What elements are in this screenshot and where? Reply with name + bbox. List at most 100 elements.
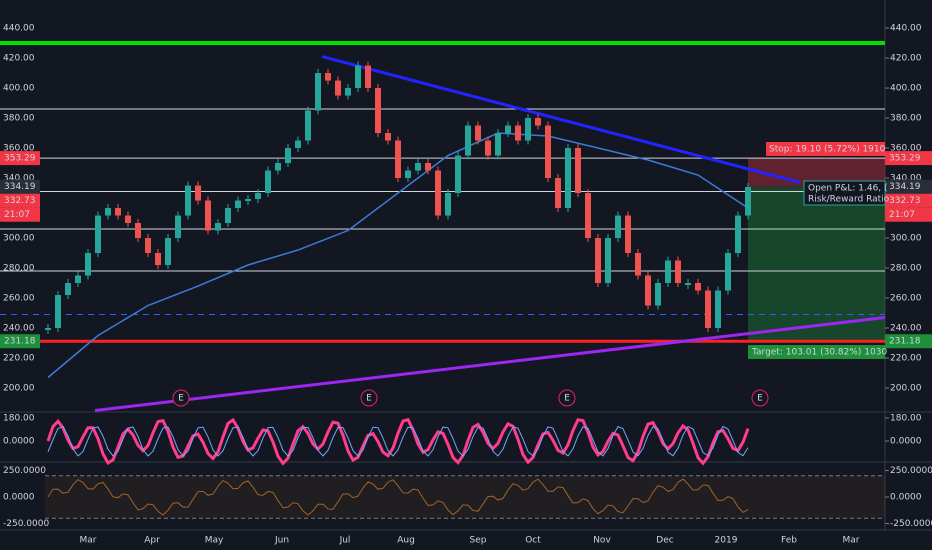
y-tick-label: 0.0000 <box>3 493 35 503</box>
y-tick-label: 200.00 <box>890 384 922 394</box>
stop-label: Stop: 19.10 (5.72%) 1910 <box>769 145 886 155</box>
candle <box>295 140 301 149</box>
candle <box>625 215 631 254</box>
oscillator-line <box>46 417 750 466</box>
x-tick-label: Dec <box>656 536 673 546</box>
y-tick-label: 440.00 <box>890 24 922 34</box>
trend-line <box>321 55 801 184</box>
y-tick-label: 220.00 <box>3 354 35 364</box>
candle <box>325 73 331 81</box>
price-tag-label: 332.73 <box>4 196 36 206</box>
candle <box>95 215 101 254</box>
candle <box>665 260 671 284</box>
candle <box>115 208 121 216</box>
candle <box>125 215 131 224</box>
candle <box>345 88 351 96</box>
y-tick-label: 400.00 <box>3 84 35 94</box>
candle <box>445 193 451 216</box>
candle <box>215 223 221 231</box>
candle <box>555 178 561 209</box>
stop-label-box <box>766 142 885 156</box>
candle <box>585 193 591 239</box>
candle <box>145 238 151 254</box>
x-tick-label: Feb <box>781 536 797 546</box>
candle <box>685 283 691 286</box>
price-tag-label: 334.19 <box>889 182 921 192</box>
trend-line <box>94 316 886 412</box>
candle <box>395 140 401 179</box>
target-zone <box>748 186 885 342</box>
candle <box>645 275 651 306</box>
candle <box>135 223 141 239</box>
candle <box>655 283 661 306</box>
price-tag <box>0 334 40 349</box>
y-tick-label: 340.00 <box>890 174 922 184</box>
candle <box>735 215 741 254</box>
earnings-marker <box>558 389 576 407</box>
price-tag <box>0 179 40 194</box>
candle <box>425 163 431 171</box>
candle <box>225 208 231 224</box>
price-tag-label: 21:07 <box>889 210 915 220</box>
earnings-marker <box>172 389 190 407</box>
candle <box>245 199 251 202</box>
earnings-label: E <box>366 394 372 404</box>
target-label-box <box>748 345 885 359</box>
candle <box>195 185 201 201</box>
candle <box>255 193 261 200</box>
price-tag-label: 334.19 <box>4 182 36 192</box>
candle <box>745 187 751 216</box>
y-tick-label: 180.00 <box>890 413 922 423</box>
x-tick-label: Aug <box>397 536 415 546</box>
y-tick-label: 440.00 <box>3 24 35 34</box>
candle <box>725 253 731 291</box>
candle <box>595 238 601 284</box>
candle <box>695 283 701 291</box>
x-tick-label: Jun <box>274 536 289 546</box>
candle <box>565 148 571 209</box>
candle <box>455 155 461 194</box>
osc-band <box>45 475 885 519</box>
candle <box>405 170 411 179</box>
y-tick-label: 380.00 <box>3 114 35 124</box>
candle <box>55 295 61 329</box>
candle <box>635 253 641 276</box>
candle <box>45 328 51 331</box>
earnings-label: E <box>757 394 763 404</box>
x-tick-label: May <box>205 536 224 546</box>
candle <box>65 283 71 296</box>
y-tick-label: 260.00 <box>3 294 35 304</box>
candle <box>365 65 371 89</box>
x-tick-label: Jul <box>339 536 351 546</box>
candle <box>205 200 211 231</box>
target-label: Target: 103.01 (30.82%) 1030 <box>751 348 887 358</box>
oscillator-signal <box>47 425 749 457</box>
y-tick-label: 260.00 <box>890 294 922 304</box>
candle <box>485 140 491 156</box>
y-tick-label: 0.0000 <box>890 493 922 503</box>
x-tick-label: Oct <box>525 536 541 546</box>
y-tick-label: 250.0000 <box>890 466 932 476</box>
y-tick-label: 420.00 <box>890 54 922 64</box>
y-tick-label: 300.00 <box>3 234 35 244</box>
candle <box>615 215 621 239</box>
price-tag-label: 231.18 <box>889 337 921 347</box>
y-tick-label: 240.00 <box>3 324 35 334</box>
y-tick-label: 200.00 <box>3 384 35 394</box>
price-tag <box>0 151 40 166</box>
candle <box>275 163 281 171</box>
y-tick-label: 340.00 <box>3 174 35 184</box>
moving-average <box>47 132 749 379</box>
candle <box>415 163 421 171</box>
x-tick-label: Mar <box>80 536 97 546</box>
earnings-marker <box>360 389 378 407</box>
x-tick-label: Nov <box>593 536 611 546</box>
candle <box>335 80 341 96</box>
pnl-box <box>803 180 886 206</box>
candle <box>235 200 241 209</box>
y-tick-label: 0.0000 <box>890 437 922 447</box>
candle <box>185 185 191 216</box>
volume-osc-line <box>47 478 749 516</box>
x-tick-label: 2019 <box>715 536 738 546</box>
